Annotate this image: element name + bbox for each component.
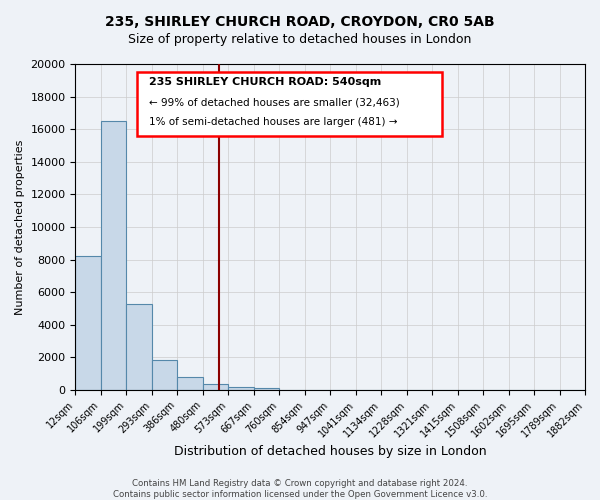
Bar (254, 388, 279, 390)
Bar (178, 377, 203, 390)
Bar (203, 384, 228, 390)
Bar (101, 121, 127, 390)
Text: Contains public sector information licensed under the Open Government Licence v3: Contains public sector information licen… (113, 490, 487, 499)
Text: Contains HM Land Registry data © Crown copyright and database right 2024.: Contains HM Land Registry data © Crown c… (132, 478, 468, 488)
Text: ← 99% of detached houses are smaller (32,463): ← 99% of detached houses are smaller (32… (149, 98, 400, 108)
Bar (127, 304, 152, 390)
Bar (228, 386, 254, 390)
FancyBboxPatch shape (137, 72, 442, 136)
Bar (152, 360, 178, 390)
Text: 1% of semi-detached houses are larger (481) →: 1% of semi-detached houses are larger (4… (149, 117, 398, 127)
Bar (76, 256, 101, 390)
Y-axis label: Number of detached properties: Number of detached properties (15, 140, 25, 314)
Text: 235 SHIRLEY CHURCH ROAD: 540sqm: 235 SHIRLEY CHURCH ROAD: 540sqm (149, 77, 382, 87)
X-axis label: Distribution of detached houses by size in London: Distribution of detached houses by size … (174, 444, 487, 458)
Text: Size of property relative to detached houses in London: Size of property relative to detached ho… (128, 32, 472, 46)
Text: 235, SHIRLEY CHURCH ROAD, CROYDON, CR0 5AB: 235, SHIRLEY CHURCH ROAD, CROYDON, CR0 5… (105, 15, 495, 29)
